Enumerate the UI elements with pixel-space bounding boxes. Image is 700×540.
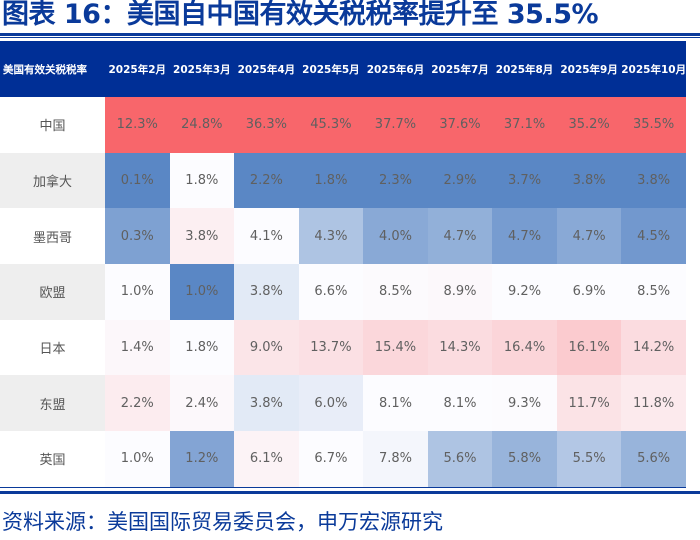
value-cell: 14.2% [621, 319, 686, 376]
value-cell: 8.5% [621, 264, 686, 320]
value-cell: 8.5% [363, 264, 428, 320]
value-cell: 3.8% [556, 152, 622, 209]
table-row: 中国 12.3% 24.8% 36.3% 45.3% 37.7% 37.6% 37.1% 35.… [0, 97, 686, 153]
value-cell: 2.2% [105, 375, 170, 432]
footer-rule [0, 491, 700, 494]
value-cell: 37.6% [427, 97, 493, 153]
column-header: 2025年9月 [560, 63, 618, 76]
value-cell: 16.1% [556, 319, 622, 376]
table-row: 英国 1.0% 1.2% 6.1% 6.7% 7.8% 5.6% 5.8% 5.5% 5.6% [0, 431, 686, 487]
value-cell: 1.8% [169, 152, 235, 209]
tariff-heatmap-table: 美国有效关税税率 2025年2月 2025年3月 2025年4月 2025年5月… [0, 41, 686, 487]
column-header: 2025年10月 [621, 63, 687, 76]
row-label: 日本 [0, 319, 105, 376]
value-cell: 8.9% [427, 264, 493, 320]
table-bottom-rule [0, 487, 686, 488]
value-cell: 9.2% [492, 264, 557, 320]
value-cell: 6.9% [556, 264, 622, 320]
value-cell: 6.1% [234, 431, 299, 487]
value-cell: 0.1% [105, 152, 170, 209]
value-cell: 3.7% [492, 152, 557, 209]
table-header-row: 美国有效关税税率 2025年2月 2025年3月 2025年4月 2025年5月… [0, 41, 686, 97]
column-header: 2025年8月 [495, 63, 554, 76]
table-row: 加拿大 0.1% 1.8% 2.2% 1.8% 2.3% 2.9% 3.7% 3.8% 3.8% [0, 152, 686, 209]
value-cell: 2.2% [234, 152, 299, 209]
value-cell: 5.8% [492, 431, 557, 487]
value-cell: 7.8% [363, 431, 428, 487]
value-cell: 36.3% [234, 97, 299, 153]
value-cell: 6.6% [298, 264, 364, 320]
title-rule-thick [0, 33, 700, 36]
value-cell: 6.7% [298, 431, 364, 487]
row-label: 墨西哥 [0, 208, 105, 265]
row-label: 中国 [0, 97, 105, 153]
value-cell: 1.8% [169, 319, 235, 376]
value-cell: 45.3% [298, 97, 364, 153]
value-cell: 6.0% [298, 375, 364, 432]
value-cell: 3.8% [234, 264, 299, 320]
value-cell: 5.6% [621, 431, 686, 487]
value-cell: 35.5% [621, 97, 686, 153]
value-cell: 15.4% [363, 319, 428, 376]
value-cell: 14.3% [427, 319, 493, 376]
value-cell: 4.7% [427, 208, 493, 265]
row-label: 加拿大 [0, 152, 105, 209]
column-header: 2025年5月 [302, 63, 360, 76]
value-cell: 4.7% [556, 208, 622, 265]
value-cell: 4.0% [363, 208, 428, 265]
value-cell: 16.4% [492, 319, 557, 376]
value-cell: 11.7% [556, 375, 622, 432]
value-cell: 4.7% [492, 208, 557, 265]
table-row: 欧盟 1.0% 1.0% 3.8% 6.6% 8.5% 8.9% 9.2% 6.9% 8.5% [0, 264, 686, 320]
table-row: 东盟 2.2% 2.4% 3.8% 6.0% 8.1% 8.1% 9.3% 11.7% 11.8% [0, 375, 686, 432]
column-header: 2025年4月 [237, 63, 296, 76]
value-cell: 5.5% [556, 431, 622, 487]
value-cell: 11.8% [621, 375, 686, 432]
value-cell: 8.1% [363, 375, 428, 432]
value-cell: 2.9% [427, 152, 493, 209]
value-cell: 1.0% [105, 431, 170, 487]
row-label: 东盟 [0, 375, 105, 432]
value-cell: 1.8% [298, 152, 364, 209]
value-cell: 3.8% [621, 152, 686, 209]
table-row: 墨西哥 0.3% 3.8% 4.1% 4.3% 4.0% 4.7% 4.7% 4.7% 4.5% [0, 208, 686, 265]
column-header: 2025年6月 [366, 63, 425, 76]
value-cell: 13.7% [298, 319, 364, 376]
row-label: 英国 [0, 431, 105, 487]
table-row: 日本 1.4% 1.8% 9.0% 13.7% 15.4% 14.3% 16.4% 16.1% 1… [0, 319, 686, 376]
value-cell: 35.2% [556, 97, 622, 153]
column-header: 2025年3月 [173, 63, 231, 76]
value-cell: 2.3% [363, 152, 428, 209]
source-note: 资料来源：美国国际贸易委员会，申万宏源研究 [2, 510, 443, 534]
title-rule-thin [0, 37, 700, 38]
value-cell: 1.0% [169, 264, 235, 320]
value-cell: 4.1% [234, 208, 299, 265]
value-cell: 37.7% [363, 97, 428, 153]
value-cell: 37.1% [492, 97, 557, 153]
row-label: 欧盟 [0, 264, 105, 320]
value-cell: 8.1% [427, 375, 493, 432]
value-cell: 1.4% [105, 319, 170, 376]
value-cell: 3.8% [169, 208, 235, 265]
value-cell: 4.3% [298, 208, 364, 265]
corner-header: 美国有效关税税率 [3, 63, 87, 76]
value-cell: 9.0% [234, 319, 299, 376]
value-cell: 12.3% [105, 97, 170, 153]
column-header: 2025年7月 [431, 63, 489, 76]
column-header: 2025年2月 [108, 63, 167, 76]
value-cell: 24.8% [169, 97, 235, 153]
value-cell: 4.5% [621, 208, 686, 265]
chart-title: 图表 16：美国自中国有效关税税率提升至 35.5% [2, 0, 599, 30]
value-cell: 1.2% [169, 431, 235, 487]
value-cell: 2.4% [169, 375, 235, 432]
value-cell: 0.3% [105, 208, 170, 265]
value-cell: 5.6% [427, 431, 493, 487]
value-cell: 3.8% [234, 375, 299, 432]
value-cell: 1.0% [105, 264, 170, 320]
value-cell: 9.3% [492, 375, 557, 432]
